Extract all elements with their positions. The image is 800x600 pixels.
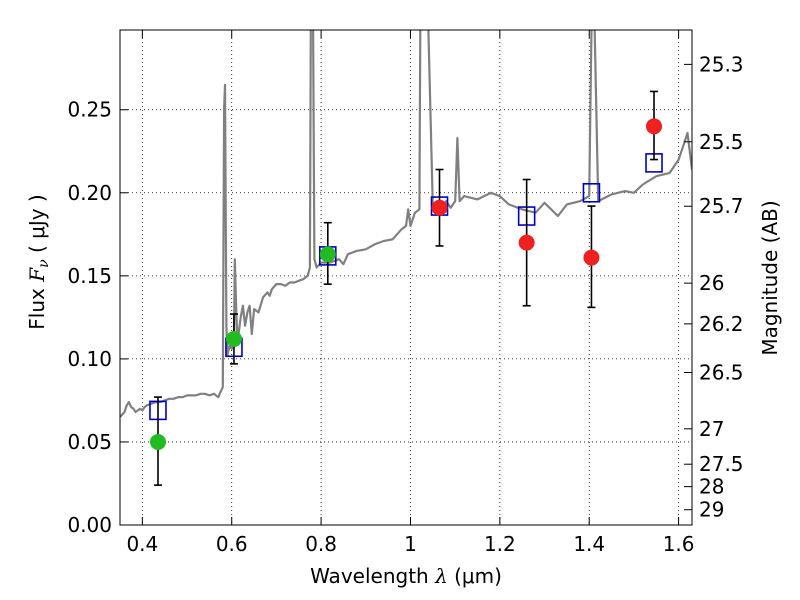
y-tick-label: 0.25	[67, 98, 112, 122]
x-tick-label: 1.2	[484, 532, 516, 556]
observed-point	[431, 199, 448, 216]
observed-point	[646, 118, 663, 135]
y2-tick-label: 29	[699, 498, 724, 522]
y2-tick-label: 28	[699, 475, 724, 499]
observed-point	[149, 433, 166, 450]
x-tick-label: 0.4	[126, 532, 158, 556]
y-tick-label: 0.10	[67, 347, 112, 371]
y2-tick-label: 27	[699, 417, 724, 441]
y-tick-label: 0.05	[67, 430, 112, 454]
y2-tick-label: 25.5	[699, 130, 744, 154]
plot-frame	[119, 29, 693, 526]
spectrum-line	[120, 30, 692, 418]
observed-point	[225, 330, 242, 347]
ticks: 0.4 0.6 0.8 1 1.2 1.4 1.6 0.00 0.05 0.10 0.15 0.20 0…	[67, 30, 744, 556]
observed-point	[518, 234, 535, 251]
x-tick-label: 1	[404, 532, 417, 556]
plot-background	[120, 30, 692, 525]
y2-tick-label: 27.5	[699, 452, 744, 476]
observed-point	[319, 246, 336, 263]
data-layer	[120, 30, 692, 486]
y-axis-title: Flux Fν ( μJy )	[25, 194, 52, 329]
x-axis-title: Wavelength λ (μm)	[310, 564, 502, 588]
x-tick-label: 0.6	[216, 532, 248, 556]
y-tick-label: 0.15	[67, 264, 112, 288]
x-tick-label: 1.4	[573, 532, 605, 556]
y2-tick-label: 25.3	[699, 52, 744, 76]
x-tick-label: 0.8	[305, 532, 337, 556]
y-tick-label: 0.00	[67, 513, 112, 537]
model-square-marker	[582, 182, 601, 203]
y2-tick-label: 26.5	[699, 361, 744, 385]
observed-point	[583, 249, 600, 266]
y2-tick-label: 26	[699, 271, 724, 295]
x-tick-label: 1.6	[663, 532, 695, 556]
y2-tick-label: 26.2	[699, 312, 744, 336]
y-tick-label: 0.20	[67, 181, 112, 205]
y2-axis-title: Magnitude (AB)	[758, 200, 782, 355]
y2-tick-label: 25.7	[699, 194, 744, 218]
